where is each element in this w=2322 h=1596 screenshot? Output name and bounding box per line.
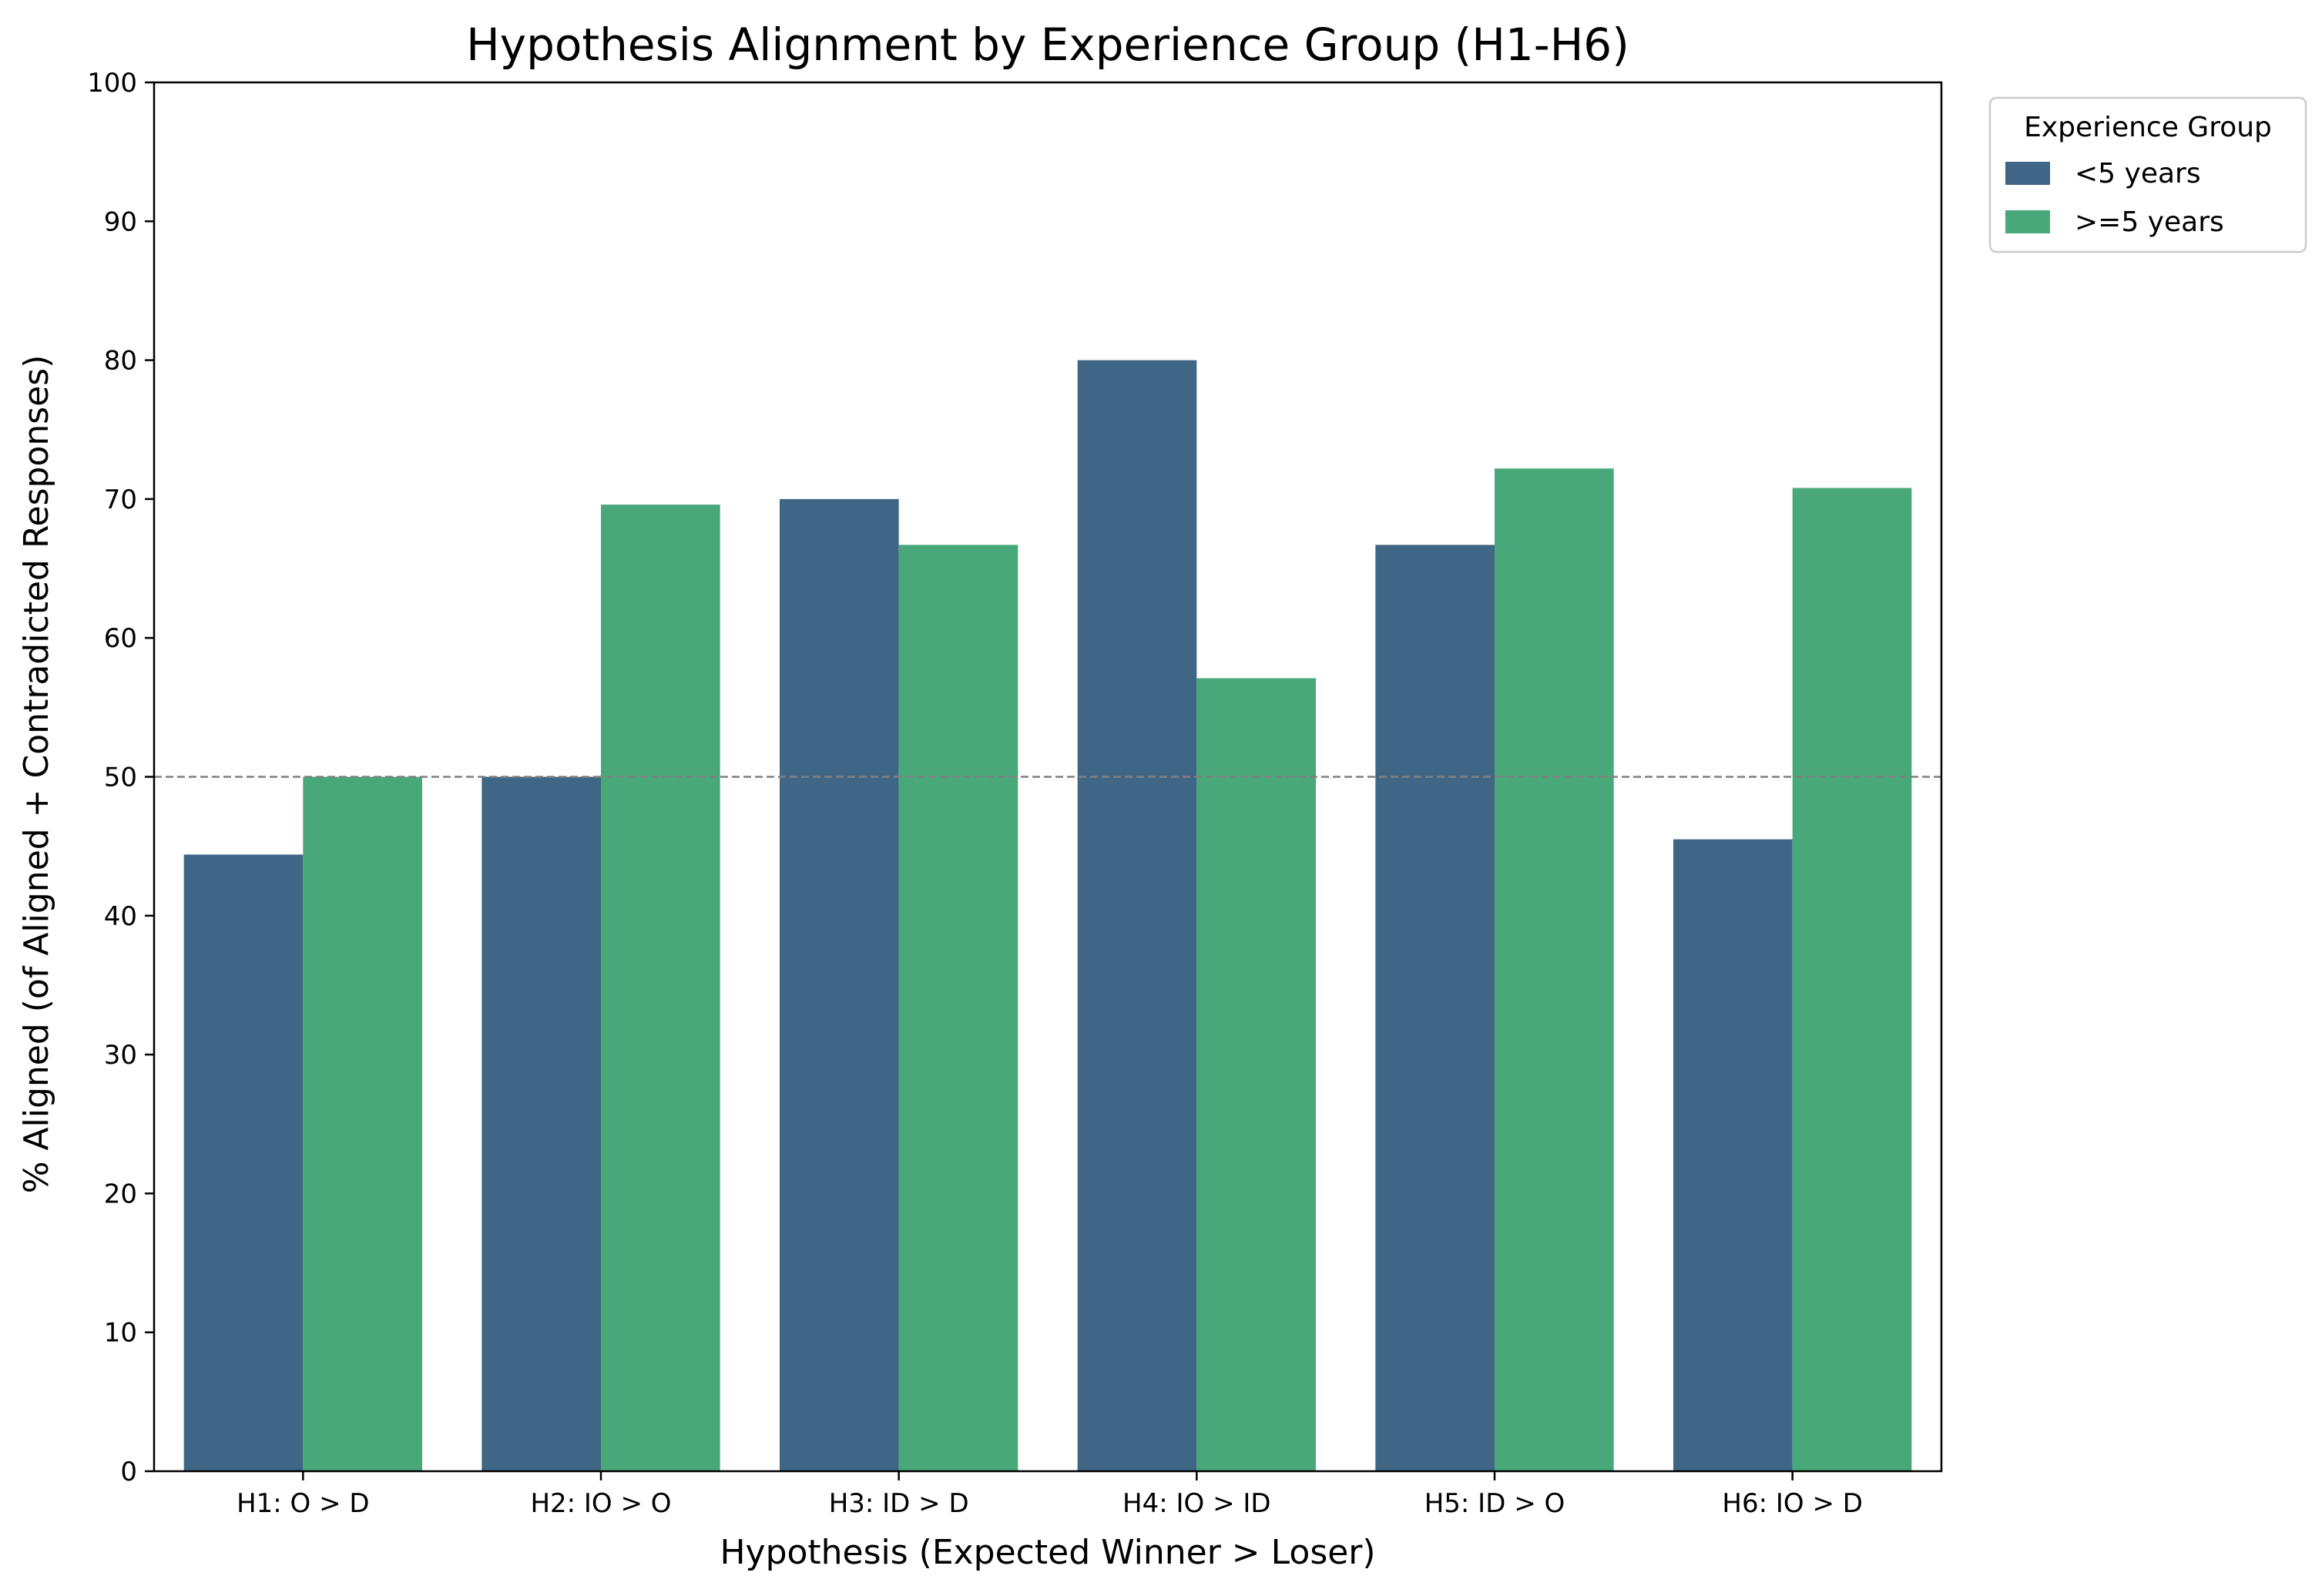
bars-layer	[183, 360, 1912, 1472]
legend-swatch-5-plus-years	[2005, 210, 2050, 233]
y-tick-label: 100	[87, 68, 137, 99]
x-tick-label: H6: IO > D	[1722, 1488, 1863, 1519]
legend-frame	[1988, 96, 2307, 253]
legend-title: Experience Group	[2024, 112, 2272, 143]
bar-under-5-years-h4	[1077, 360, 1197, 1472]
x-tick-label: H5: ID > O	[1424, 1488, 1565, 1519]
bar-under-5-years-h1	[183, 854, 304, 1471]
y-tick-label: 90	[104, 206, 137, 237]
y-axis-title: % Aligned (of Aligned + Contradicted Res…	[17, 355, 56, 1194]
legend-swatch-under-5-years	[2005, 162, 2050, 185]
y-tick-label: 70	[104, 484, 137, 515]
chart-title: Hypothesis Alignment by Experience Group…	[466, 18, 1629, 71]
x-tick-label: H2: IO > O	[530, 1488, 671, 1519]
bar-5-plus-years-h5	[1495, 468, 1614, 1471]
plot-frame	[153, 81, 1943, 1473]
bar-under-5-years-h5	[1375, 545, 1495, 1472]
bar-5-plus-years-h1	[303, 776, 422, 1471]
y-tick-label: 30	[104, 1040, 137, 1071]
y-tick-label: 10	[104, 1318, 137, 1349]
bar-under-5-years-h6	[1673, 839, 1793, 1471]
x-tick-label: H1: O > D	[237, 1488, 370, 1519]
bar-under-5-years-h2	[482, 776, 601, 1471]
bar-5-plus-years-h3	[898, 545, 1018, 1472]
y-tick-label: 50	[104, 763, 137, 793]
bar-5-plus-years-h4	[1196, 678, 1316, 1471]
bar-5-plus-years-h2	[601, 505, 720, 1471]
x-tick-label: H4: IO > ID	[1122, 1488, 1271, 1519]
bar-under-5-years-h3	[780, 498, 899, 1471]
y-tick-label: 20	[104, 1179, 137, 1209]
legend-label-5-plus-years: >=5 years	[2075, 206, 2224, 238]
x-axis-title: Hypothesis (Expected Winner > Loser)	[720, 1533, 1375, 1572]
y-tick-label: 0	[120, 1457, 137, 1487]
x-tick-label: H3: ID > D	[829, 1488, 969, 1519]
legend-label-under-5-years: <5 years	[2075, 158, 2201, 189]
y-tick-label: 80	[104, 346, 137, 377]
legend: Experience Group <5 years >=5 years	[1988, 96, 2307, 253]
bar-5-plus-years-h6	[1792, 488, 1912, 1471]
y-tick-label: 60	[104, 623, 137, 654]
y-axis-ticks: 0 10 20 30 40 50 60 70 80 90 100	[87, 68, 154, 1487]
y-tick-label: 40	[104, 901, 137, 932]
x-axis-ticks: H1: O > D H2: IO > O H3: ID > D H4: IO > ID…	[237, 1471, 1863, 1519]
